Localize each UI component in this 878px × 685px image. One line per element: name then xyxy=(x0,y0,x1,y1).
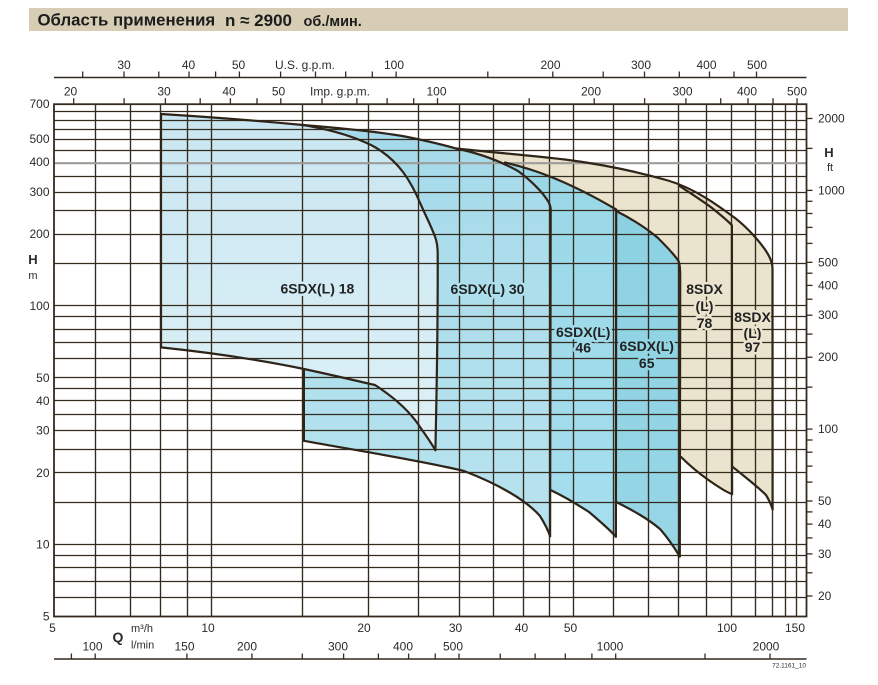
svg-text:500: 500 xyxy=(443,640,463,654)
svg-text:30: 30 xyxy=(818,547,832,561)
svg-text:65: 65 xyxy=(639,355,655,371)
svg-text:5: 5 xyxy=(49,621,56,635)
svg-text:U.S. g.p.m.: U.S. g.p.m. xyxy=(275,58,335,72)
svg-text:H: H xyxy=(28,252,37,267)
svg-text:40: 40 xyxy=(222,85,236,99)
svg-text:20: 20 xyxy=(818,589,832,603)
svg-text:40: 40 xyxy=(182,58,196,72)
svg-text:500: 500 xyxy=(787,85,807,99)
svg-text:30: 30 xyxy=(36,424,50,438)
svg-text:500: 500 xyxy=(29,132,49,146)
svg-text:400: 400 xyxy=(29,155,49,169)
svg-text:72.1161_10: 72.1161_10 xyxy=(772,663,806,670)
svg-text:m³/h: m³/h xyxy=(131,623,153,635)
svg-text:Область применения: Область применения xyxy=(38,11,216,30)
svg-text:300: 300 xyxy=(631,58,651,72)
svg-text:8SDX: 8SDX xyxy=(734,309,771,325)
svg-text:700: 700 xyxy=(29,97,49,111)
svg-text:150: 150 xyxy=(174,640,194,654)
svg-text:200: 200 xyxy=(237,640,257,654)
svg-text:30: 30 xyxy=(449,621,463,635)
svg-text:200: 200 xyxy=(818,350,838,364)
svg-text:50: 50 xyxy=(818,494,832,508)
svg-text:(L): (L) xyxy=(696,298,714,314)
svg-text:5: 5 xyxy=(43,610,50,624)
svg-text:20: 20 xyxy=(357,621,371,635)
svg-text:Q: Q xyxy=(113,629,124,645)
svg-text:H: H xyxy=(824,145,833,160)
svg-text:50: 50 xyxy=(272,85,286,99)
svg-text:2000: 2000 xyxy=(753,640,780,654)
svg-text:50: 50 xyxy=(232,58,246,72)
svg-text:50: 50 xyxy=(564,621,578,635)
svg-text:20: 20 xyxy=(36,466,50,480)
svg-text:500: 500 xyxy=(747,58,767,72)
svg-text:300: 300 xyxy=(29,185,49,199)
svg-text:100: 100 xyxy=(29,299,49,313)
svg-text:Imp. g.p.m.: Imp. g.p.m. xyxy=(310,85,370,99)
svg-text:m: m xyxy=(28,270,37,282)
svg-text:30: 30 xyxy=(117,58,131,72)
svg-text:200: 200 xyxy=(540,58,560,72)
svg-text:400: 400 xyxy=(818,278,838,292)
svg-text:400: 400 xyxy=(737,85,757,99)
svg-text:100: 100 xyxy=(82,640,102,654)
svg-text:10: 10 xyxy=(201,621,215,635)
svg-text:97: 97 xyxy=(745,339,761,355)
svg-text:(L): (L) xyxy=(744,325,762,341)
svg-text:200: 200 xyxy=(581,85,601,99)
svg-text:500: 500 xyxy=(818,255,838,269)
svg-text:об./мин.: об./мин. xyxy=(304,14,362,30)
svg-text:30: 30 xyxy=(157,85,171,99)
svg-text:20: 20 xyxy=(64,85,78,99)
svg-text:400: 400 xyxy=(696,58,716,72)
svg-text:ft: ft xyxy=(827,162,833,174)
svg-text:6SDX(L) 18: 6SDX(L) 18 xyxy=(280,281,354,297)
svg-text:40: 40 xyxy=(818,517,832,531)
svg-text:40: 40 xyxy=(515,621,529,635)
svg-text:150: 150 xyxy=(785,621,805,635)
svg-text:n ≈ 2900: n ≈ 2900 xyxy=(225,11,292,30)
svg-text:50: 50 xyxy=(36,371,50,385)
svg-text:l/min: l/min xyxy=(131,640,154,652)
svg-text:2000: 2000 xyxy=(818,112,845,126)
svg-text:8SDX: 8SDX xyxy=(686,281,723,297)
svg-text:300: 300 xyxy=(818,308,838,322)
svg-text:100: 100 xyxy=(384,58,404,72)
svg-text:100: 100 xyxy=(818,422,838,436)
svg-text:78: 78 xyxy=(697,315,713,331)
svg-text:100: 100 xyxy=(717,621,737,635)
svg-text:40: 40 xyxy=(36,394,50,408)
svg-text:100: 100 xyxy=(426,85,446,99)
svg-text:200: 200 xyxy=(29,227,49,241)
svg-text:6SDX(L): 6SDX(L) xyxy=(619,338,673,354)
svg-text:300: 300 xyxy=(672,85,692,99)
svg-text:400: 400 xyxy=(393,640,413,654)
svg-text:6SDX(L): 6SDX(L) xyxy=(556,324,610,340)
svg-text:300: 300 xyxy=(328,640,348,654)
svg-text:46: 46 xyxy=(575,340,591,356)
svg-text:10: 10 xyxy=(36,538,50,552)
svg-text:1000: 1000 xyxy=(818,183,845,197)
svg-text:1000: 1000 xyxy=(597,640,624,654)
svg-text:6SDX(L) 30: 6SDX(L) 30 xyxy=(451,281,525,297)
